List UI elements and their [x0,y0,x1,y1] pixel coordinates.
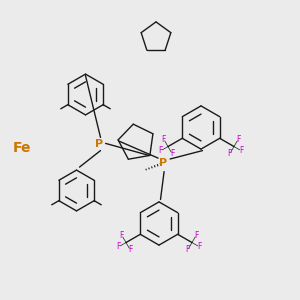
Text: F: F [239,146,244,155]
Text: F: F [170,149,174,158]
Text: F: F [120,231,124,240]
Text: F: F [194,231,198,240]
Text: P: P [95,139,103,149]
Text: F: F [116,242,121,251]
Text: F: F [186,245,190,254]
Text: F: F [236,135,240,144]
Text: F: F [128,245,132,254]
Text: F: F [228,149,232,158]
Text: F: F [197,242,202,251]
Text: P: P [159,158,168,169]
Text: Fe: Fe [13,142,32,155]
Text: F: F [158,146,163,155]
Text: F: F [162,135,166,144]
